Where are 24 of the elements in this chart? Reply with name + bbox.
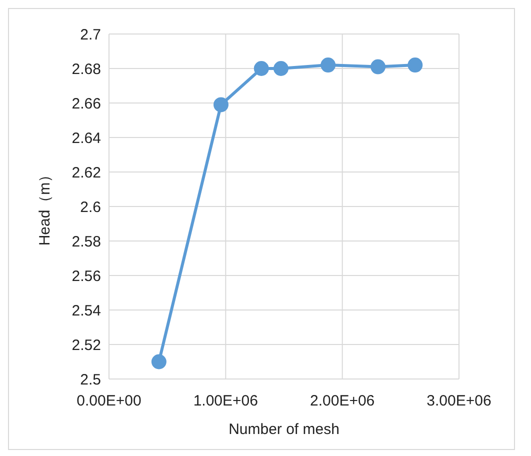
y-tick-label: 2.62 (72, 164, 101, 182)
y-tick-label: 2.68 (72, 60, 101, 78)
y-tick-label: 2.56 (72, 268, 101, 285)
point (214, 97, 228, 112)
point (254, 61, 269, 76)
point (273, 61, 288, 76)
y-tick-label: 2.7 (80, 26, 101, 44)
y-axis-title: Head（m） (36, 167, 54, 246)
point (370, 59, 386, 74)
x-tick-label: 0.00E+00 (76, 392, 142, 410)
point (320, 58, 336, 73)
y-tick-label: 2.66 (72, 95, 101, 112)
x-axis-title: Number of mesh (228, 421, 340, 438)
y-tick-label: 2.54 (72, 302, 101, 320)
x-tick-label: 2.00E+06 (310, 392, 375, 410)
x-tick-label: 3.00E+06 (426, 392, 492, 410)
y-tick-label: 2.58 (72, 233, 101, 250)
x-tick-label: 1.00E+06 (193, 392, 258, 410)
y-tick-label: 2.64 (72, 130, 101, 147)
point (151, 354, 166, 370)
y-tick-label: 2.52 (72, 336, 101, 354)
y-tick-label: 2.6 (80, 198, 101, 216)
point (408, 58, 423, 73)
y-tick-label: 2.5 (80, 371, 101, 388)
